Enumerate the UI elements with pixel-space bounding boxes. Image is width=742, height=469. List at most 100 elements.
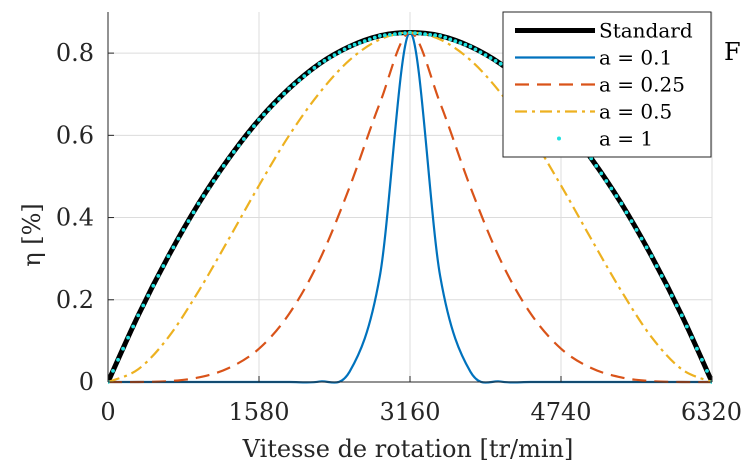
series-point-a-1: [126, 335, 131, 340]
series-point-a-1: [619, 201, 624, 206]
series-point-a-1: [463, 42, 468, 47]
series-point-a-1: [282, 91, 287, 96]
series-point-a-1: [216, 171, 221, 176]
series-point-a-1: [468, 44, 473, 49]
series-point-a-1: [317, 61, 322, 66]
series-point-a-1: [458, 41, 463, 45]
series-point-a-1: [297, 78, 302, 83]
legend-label-a-1: a = 1: [599, 127, 653, 151]
series-point-a-1: [111, 369, 115, 373]
series-point-a-1: [684, 324, 689, 329]
x-tick-label: 4740: [530, 398, 591, 426]
y-tick-label: 0.8: [56, 39, 94, 67]
x-axis-label: Vitesse de rotation [tr/min]: [242, 435, 574, 463]
series-point-a-1: [201, 194, 206, 198]
series-point-a-1: [669, 293, 674, 298]
series-point-a-1: [453, 39, 458, 44]
series-point-a-1: [146, 293, 151, 298]
series-point-a-1: [226, 156, 231, 161]
series-point-a-1: [695, 346, 699, 351]
series-point-a-1: [664, 283, 669, 288]
series-point-a-1: [257, 117, 261, 122]
series-point-a-1: [196, 201, 201, 206]
series-point-a-1: [599, 171, 604, 176]
legend: Standard a = 0.1 a = 0.25 a = 0.5 a = 1: [502, 11, 712, 158]
series-point-a-1: [166, 254, 171, 259]
series-point-a-1: [418, 31, 422, 36]
y-tick-label: 0.4: [56, 204, 94, 232]
series-point-a-1: [428, 32, 433, 37]
series-point-a-1: [689, 335, 694, 340]
series-point-a-1: [473, 47, 478, 52]
series-point-a-1: [287, 86, 292, 91]
series-point-a-1: [377, 33, 382, 38]
series-point-a-1: [478, 50, 483, 55]
series-point-a-1: [700, 357, 704, 362]
series-point-a-1: [121, 346, 125, 351]
legend-label-a-0-1: a = 0.1: [599, 46, 672, 70]
series-point-a-1: [302, 74, 307, 79]
series-point-a-1: [236, 143, 241, 148]
series-point-a-1: [352, 42, 357, 47]
series-point-a-1: [639, 236, 644, 241]
axes: [107, 12, 713, 383]
series-point-a-1: [604, 179, 609, 183]
series-point-a-1: [367, 37, 372, 42]
legend-marker-a-1: [557, 136, 561, 141]
x-tick-label: 3160: [379, 398, 440, 426]
series-point-a-1: [151, 283, 156, 288]
series-point-a-1: [327, 56, 332, 60]
tick-labels: 0 1580 3160 4740 6320 0 0.2 0.4 0.6 0.8: [56, 39, 742, 426]
series-point-a-1: [347, 44, 352, 49]
series-point-a-1: [679, 313, 684, 318]
series-point-a-1: [231, 150, 236, 154]
series-point-a-1: [131, 324, 136, 329]
series-point-a-1: [433, 33, 438, 38]
series-point-a-1: [161, 264, 166, 268]
series-point-a-1: [332, 53, 337, 58]
series-point-a-1: [337, 50, 342, 55]
series-point-a-1: [403, 31, 407, 36]
series-point-a-1: [206, 186, 211, 191]
series-point-a-1: [372, 35, 377, 40]
series-point-a-1: [609, 186, 614, 191]
series-point-a-1: [654, 264, 659, 268]
series-point-a-1: [387, 32, 392, 37]
series-point-a-1: [181, 227, 186, 232]
series-point-a-1: [398, 31, 402, 36]
series-point-a-1: [448, 37, 453, 42]
legend-label-a-0-5: a = 0.5: [599, 100, 672, 124]
series-point-a-1: [382, 33, 387, 38]
y-tick-label: 0.2: [56, 286, 94, 314]
series-point-a-1: [644, 245, 649, 250]
series-point-a-1: [141, 303, 146, 308]
series-point-a-1: [408, 30, 412, 35]
series-point-a-1: [247, 130, 251, 135]
series-point-a-1: [443, 35, 448, 40]
series-point-a-1: [252, 124, 256, 129]
y-axis-label: η [%]: [18, 203, 46, 267]
x-tick-label: 0: [100, 398, 115, 426]
series-point-a-1: [393, 32, 397, 37]
series-point-a-1: [322, 59, 327, 63]
series-point-a-1: [171, 245, 176, 250]
series-point-a-1: [357, 41, 362, 45]
series-point-a-1: [649, 254, 654, 259]
series-point-a-1: [493, 59, 498, 63]
series-point-a-1: [272, 102, 276, 106]
series-point-a-1: [262, 112, 266, 117]
series-point-a-1: [483, 53, 488, 58]
series-point-a-1: [221, 163, 226, 168]
series-point-a-1: [277, 96, 282, 101]
y-tick-label: 0.6: [56, 121, 94, 149]
series-point-a-1: [423, 32, 427, 37]
series-point-a-1: [292, 82, 297, 87]
series-point-a-1: [191, 210, 196, 215]
x-tick-label: 6320: [681, 398, 742, 426]
series-point-a-1: [498, 61, 503, 66]
series-point-a-1: [156, 274, 161, 278]
series-point-a-1: [211, 179, 216, 183]
series-point-a-1: [342, 47, 347, 52]
series-point-a-1: [176, 236, 181, 241]
